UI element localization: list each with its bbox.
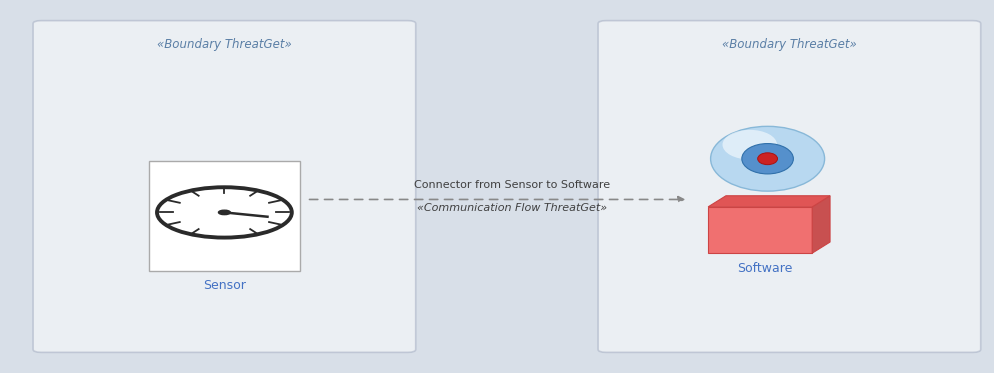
Text: Sensor: Sensor <box>203 279 246 292</box>
Text: «Boundary ThreatGet»: «Boundary ThreatGet» <box>722 38 857 51</box>
Polygon shape <box>708 207 812 253</box>
Ellipse shape <box>711 126 825 191</box>
FancyBboxPatch shape <box>598 21 981 352</box>
Ellipse shape <box>742 144 793 174</box>
Text: Connector from Sensor to Software: Connector from Sensor to Software <box>414 180 610 190</box>
FancyBboxPatch shape <box>149 161 300 271</box>
Ellipse shape <box>757 153 777 164</box>
Polygon shape <box>708 196 830 207</box>
Text: «Boundary ThreatGet»: «Boundary ThreatGet» <box>157 38 292 51</box>
Text: Software: Software <box>737 262 792 275</box>
Circle shape <box>219 210 231 214</box>
Text: «Communication Flow ThreatGet»: «Communication Flow ThreatGet» <box>417 203 607 213</box>
Ellipse shape <box>723 130 777 160</box>
FancyBboxPatch shape <box>33 21 415 352</box>
Polygon shape <box>812 196 830 253</box>
